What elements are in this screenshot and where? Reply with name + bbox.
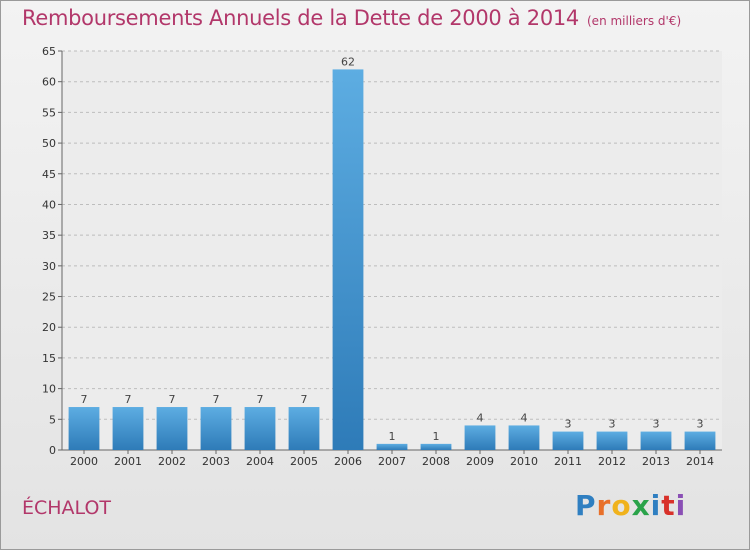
x-tick-label: 2004 [246,455,274,468]
x-tick-label: 2002 [158,455,186,468]
bar [112,407,144,450]
data-label: 1 [389,430,396,443]
chart-title-text: Remboursements Annuels de la Dette de 20… [22,6,579,30]
y-tick-label: 60 [42,76,56,89]
data-label: 3 [609,418,616,431]
data-label: 7 [81,393,88,406]
data-label: 3 [653,418,660,431]
x-tick-label: 2005 [290,455,318,468]
data-label: 4 [521,411,528,424]
bar [68,407,100,450]
bar [640,431,672,450]
x-tick-label: 2003 [202,455,230,468]
bar [376,443,408,450]
x-tick-label: 2010 [510,455,538,468]
x-tick-label: 2006 [334,455,362,468]
x-tick-label: 2013 [642,455,670,468]
plot-area [62,51,722,450]
data-label: 7 [125,393,132,406]
bar [508,425,540,450]
x-tick-label: 2000 [70,455,98,468]
bar [596,431,628,450]
logo-letter-t: t [661,489,676,522]
logo-letter-i2: i [675,489,687,522]
data-label: 3 [697,418,704,431]
logo-letter-i1: i [650,489,662,522]
data-label: 7 [257,393,264,406]
data-label: 1 [433,430,440,443]
commune-name: ÉCHALOT [22,497,112,519]
bar [684,431,716,450]
data-label: 3 [565,418,572,431]
x-tick-label: 2001 [114,455,142,468]
proxiti-logo: Proxiti [575,489,686,522]
chart-subtitle: (en milliers d'€) [587,14,682,28]
data-label: 7 [301,393,308,406]
y-tick-label: 10 [42,383,56,396]
data-label: 7 [213,393,220,406]
logo-letter-r: r [596,489,612,522]
data-label: 62 [341,55,355,68]
y-tick-label: 55 [42,106,56,119]
y-tick-label: 15 [42,352,56,365]
logo-letter-x: x [631,489,651,522]
data-label: 7 [169,393,176,406]
x-tick-label: 2011 [554,455,582,468]
logo-letter-p: P [575,489,597,522]
bar [420,443,452,450]
bar [552,431,584,450]
data-label: 4 [477,411,484,424]
x-tick-label: 2014 [686,455,714,468]
bar [244,407,276,450]
y-tick-label: 35 [42,229,56,242]
bar [288,407,320,450]
x-tick-label: 2012 [598,455,626,468]
y-tick-label: 45 [42,168,56,181]
bar [156,407,188,450]
x-tick-label: 2009 [466,455,494,468]
bar [464,425,496,450]
y-tick-label: 40 [42,198,56,211]
y-tick-label: 5 [49,413,56,426]
x-tick-label: 2007 [378,455,406,468]
y-tick-label: 50 [42,137,56,150]
bar [200,407,232,450]
y-tick-label: 30 [42,260,56,273]
bar [332,69,364,451]
y-tick-label: 65 [42,45,56,58]
y-tick-label: 0 [49,444,56,457]
x-tick-label: 2008 [422,455,450,468]
y-tick-label: 20 [42,321,56,334]
y-tick-label: 25 [42,291,56,304]
logo-letter-o: o [611,489,632,522]
chart-title: Remboursements Annuels de la Dette de 20… [22,6,681,30]
